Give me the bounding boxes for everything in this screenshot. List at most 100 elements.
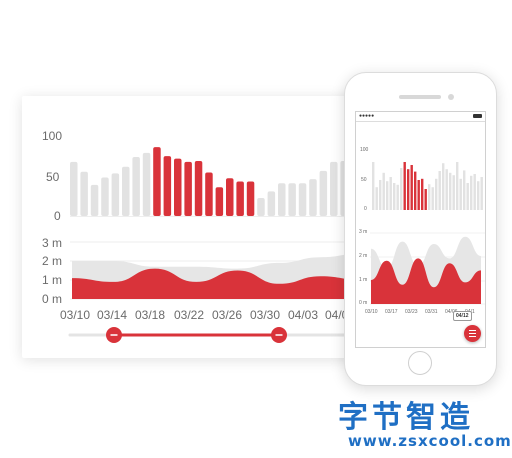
- phone-area-y-label: 2 m: [359, 253, 368, 259]
- phone-area-red: [371, 258, 481, 304]
- phone-bar: [435, 178, 438, 210]
- date-label: 03/26: [212, 308, 243, 322]
- phone-bar: [414, 171, 417, 210]
- phone-date-label: 03/31: [425, 309, 438, 315]
- bar: [278, 183, 286, 216]
- phone-bar: [463, 170, 466, 210]
- phone-bar: [470, 175, 473, 210]
- bar: [236, 181, 244, 216]
- date-label: 03/30: [250, 308, 281, 322]
- bar: [194, 161, 203, 216]
- date-label: 03/22: [174, 308, 205, 322]
- date-label: 03/10: [60, 308, 91, 322]
- bar: [298, 183, 307, 216]
- watermark-title: 字节智造: [338, 400, 474, 435]
- bar: [101, 177, 109, 216]
- bar: [174, 158, 182, 216]
- bar: [132, 156, 140, 216]
- bar: [111, 173, 120, 216]
- bar: [215, 187, 224, 216]
- phone-bar: [442, 163, 445, 210]
- bar: [319, 170, 328, 216]
- bar: [267, 191, 276, 216]
- phone-bar: [438, 171, 441, 210]
- status-bar: ●●●●●: [356, 112, 485, 121]
- phone-camera: [448, 94, 454, 100]
- phone-chart-svg: [356, 121, 485, 305]
- desktop-chart-card: 100 50 0 3 m 2 m 1 m 0 m 03/10 03/14 03/…: [22, 96, 362, 358]
- phone-bar: [403, 162, 406, 210]
- phone-bar: [459, 178, 462, 210]
- bar: [122, 166, 130, 216]
- bar: [226, 178, 234, 216]
- phone-bar: [382, 172, 385, 210]
- date-label: 03/18: [135, 308, 166, 322]
- phone-bar: [473, 174, 476, 210]
- date-tooltip: 04/12: [453, 311, 472, 321]
- area-y-label: 3 m: [42, 236, 63, 250]
- bar-y-label: 100: [42, 129, 63, 143]
- phone-bar: [456, 162, 459, 210]
- phone-bar-y-label: 100: [360, 147, 369, 153]
- date-label: 04/03: [288, 308, 319, 322]
- phone-bar: [389, 177, 392, 210]
- bar: [184, 161, 192, 216]
- phone-bar: [393, 183, 396, 210]
- phone-date-label: 03/23: [405, 309, 418, 315]
- watermark-url: www.zsxcool.com: [348, 432, 512, 450]
- phone-bar: [449, 172, 452, 210]
- area-series-red: [72, 268, 362, 299]
- phone-area-y-label: 1 m: [359, 277, 368, 283]
- phone-bar: [445, 169, 448, 210]
- phone-speaker: [399, 95, 441, 99]
- bar: [330, 161, 338, 216]
- phone-area-y-label: 0 m: [359, 300, 368, 306]
- phone-bar-y-label: 50: [361, 177, 367, 183]
- home-button[interactable]: [408, 351, 432, 375]
- area-y-label: 0 m: [42, 292, 63, 306]
- phone-bar: [417, 180, 420, 210]
- signal-icon: ●●●●●: [359, 113, 375, 119]
- date-label: 03/14: [97, 308, 128, 322]
- area-y-label: 1 m: [42, 273, 63, 287]
- bar-y-label: 50: [46, 170, 60, 184]
- phone-bar: [428, 184, 431, 210]
- phone-date-label: 03/17: [385, 309, 398, 315]
- phone-bar: [400, 168, 403, 210]
- phone-bar: [396, 184, 399, 210]
- phone-bar: [386, 181, 389, 210]
- phone-bar: [379, 180, 382, 210]
- phone-bar: [410, 165, 413, 210]
- menu-fab-button[interactable]: [464, 325, 481, 342]
- bar: [163, 156, 172, 216]
- phone-bar: [407, 169, 410, 210]
- phone-screen: ●●●●● 100 50 0 3 m 2 m 1 m 0 m 03/10 03/…: [355, 111, 486, 348]
- phone-bar: [466, 183, 469, 210]
- bar: [205, 172, 213, 216]
- phone-mockup: ●●●●● 100 50 0 3 m 2 m 1 m 0 m 03/10 03/…: [344, 72, 497, 386]
- bar: [153, 147, 161, 216]
- bar: [70, 161, 78, 216]
- phone-bar: [431, 187, 434, 210]
- bar: [246, 181, 255, 216]
- phone-bar: [452, 175, 455, 210]
- phone-bar: [480, 177, 483, 210]
- bar: [90, 184, 99, 216]
- bar-y-label: 0: [54, 209, 61, 223]
- phone-bar: [372, 162, 375, 210]
- bar: [288, 183, 296, 216]
- bar: [142, 152, 151, 216]
- phone-bar: [424, 189, 427, 210]
- phone-bar: [375, 187, 378, 210]
- phone-date-label: 03/10: [365, 309, 378, 315]
- phone-bar-y-label: 0: [364, 206, 367, 212]
- desktop-chart-svg: [68, 147, 362, 343]
- bar: [80, 171, 88, 216]
- phone-date-label: 04/06: [445, 309, 458, 315]
- battery-icon: [473, 114, 482, 118]
- area-y-label: 2 m: [42, 254, 63, 268]
- phone-area-y-label: 3 m: [359, 229, 368, 235]
- phone-bar: [477, 181, 480, 210]
- phone-bar: [421, 178, 424, 210]
- menu-icon: [469, 330, 476, 337]
